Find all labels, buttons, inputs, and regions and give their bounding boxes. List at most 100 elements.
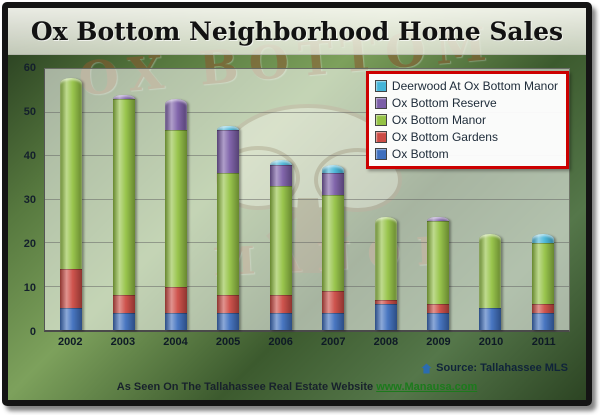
bar-segment-ox-bottom[interactable]: [427, 312, 450, 330]
y-tick-label: 40: [23, 150, 36, 162]
bar-segment-ox-bottom-reserve[interactable]: [269, 164, 292, 187]
stacked-bar-2011[interactable]: [531, 69, 554, 330]
bar-segment-ox-bottom-gardens[interactable]: [427, 303, 450, 313]
manausa-link[interactable]: www.Manausa.com: [376, 381, 478, 393]
bar-segment-ox-bottom-manor[interactable]: [217, 173, 240, 296]
bar-segment-ox-bottom-gardens[interactable]: [60, 269, 83, 309]
bar-column-2004: [150, 69, 202, 330]
bars: [45, 69, 569, 330]
bar-segment-ox-bottom-manor[interactable]: [427, 221, 450, 304]
title-bar: Ox Bottom Neighborhood Home Sales: [8, 8, 586, 55]
legend-swatch: [374, 79, 387, 92]
bar-segment-ox-bottom-gardens[interactable]: [374, 299, 397, 304]
stacked-bar-2005[interactable]: [217, 69, 240, 330]
source-icon: [421, 363, 432, 373]
bar-column-2010: [464, 69, 516, 330]
gridlines: [45, 68, 569, 330]
legend-swatch: [374, 113, 387, 126]
page-title: Ox Bottom Neighborhood Home Sales: [30, 16, 564, 46]
plot-area: [44, 68, 570, 332]
legend-item-deerwood-at-ox-bottom-manor[interactable]: Deerwood At Ox Bottom Manor: [374, 77, 558, 94]
legend-item-ox-bottom[interactable]: Ox Bottom: [374, 145, 558, 162]
legend-label: Ox Bottom: [391, 146, 449, 161]
tagline-text: As Seen On The Tallahassee Real Estate W…: [116, 381, 374, 393]
bar-segment-ox-bottom-manor[interactable]: [479, 234, 502, 309]
stacked-bar-2002[interactable]: [60, 69, 83, 330]
stacked-bar-2006[interactable]: [269, 69, 292, 330]
x-tick-label: 2010: [478, 336, 504, 348]
bar-segment-ox-bottom-manor[interactable]: [60, 77, 83, 270]
stacked-bar-2007[interactable]: [322, 69, 345, 330]
bar-segment-ox-bottom-gardens[interactable]: [531, 303, 554, 313]
gridline: [45, 285, 569, 287]
footer-source: Source: Tallahassee MLS: [421, 362, 568, 374]
bar-column-2005: [202, 69, 254, 330]
bar-segment-ox-bottom[interactable]: [217, 312, 240, 330]
bar-column-2011: [517, 69, 569, 330]
y-tick-label: 10: [23, 282, 36, 294]
bar-segment-ox-bottom[interactable]: [374, 303, 397, 330]
bar-segment-ox-bottom[interactable]: [60, 308, 83, 330]
y-tick-label: 60: [23, 62, 36, 74]
stacked-bar-2009[interactable]: [427, 69, 450, 330]
legend-label: Ox Bottom Manor: [391, 112, 486, 127]
bar-segment-ox-bottom-manor[interactable]: [112, 99, 135, 296]
bar-segment-ox-bottom-manor[interactable]: [374, 216, 397, 300]
x-tick-label: 2002: [58, 336, 83, 348]
source-text: Source: Tallahassee MLS: [436, 362, 568, 374]
bar-segment-ox-bottom[interactable]: [165, 312, 188, 330]
bar-column-2008: [359, 69, 411, 330]
chart-content: OX BOTTOM MANOR Ox Bottom Neighborhood H…: [8, 8, 586, 400]
stacked-bar-2004[interactable]: [165, 69, 188, 330]
x-tick-label: 2009: [426, 336, 451, 348]
legend-label: Ox Bottom Gardens: [391, 129, 498, 144]
stacked-bar-2010[interactable]: [479, 69, 502, 330]
bar-segment-deerwood-at-ox-bottom-manor[interactable]: [269, 160, 292, 165]
x-tick-label: 2008: [373, 336, 399, 348]
bar-segment-ox-bottom-reserve[interactable]: [322, 173, 345, 196]
bar-segment-ox-bottom[interactable]: [322, 312, 345, 330]
bar-segment-ox-bottom-reserve[interactable]: [427, 216, 450, 222]
stacked-bar-2008[interactable]: [374, 69, 397, 330]
bar-segment-ox-bottom-gardens[interactable]: [217, 295, 240, 313]
legend-item-ox-bottom-manor[interactable]: Ox Bottom Manor: [374, 111, 558, 128]
footer-tagline: As Seen On The Tallahassee Real Estate W…: [8, 381, 586, 393]
y-axis: 0 10 20 30 40 50 60: [8, 62, 40, 338]
bar-segment-ox-bottom[interactable]: [531, 312, 554, 330]
bar-segment-ox-bottom-gardens[interactable]: [165, 286, 188, 313]
bar-segment-ox-bottom-manor[interactable]: [165, 129, 188, 287]
bar-segment-deerwood-at-ox-bottom-manor[interactable]: [531, 234, 554, 244]
x-tick-label: 2007: [321, 336, 346, 348]
legend: Deerwood At Ox Bottom Manor Ox Bottom Res…: [365, 71, 569, 169]
y-tick-label: 30: [23, 194, 36, 206]
legend-label: Ox Bottom Reserve: [391, 95, 497, 110]
bar-segment-ox-bottom-manor[interactable]: [322, 195, 345, 291]
gridline: [45, 111, 569, 113]
bar-segment-ox-bottom-reserve[interactable]: [112, 95, 135, 100]
legend-label: Deerwood At Ox Bottom Manor: [391, 78, 558, 93]
legend-swatch: [374, 96, 387, 109]
bar-segment-deerwood-at-ox-bottom-manor[interactable]: [322, 164, 345, 174]
bar-segment-ox-bottom-reserve[interactable]: [165, 99, 188, 130]
bar-segment-ox-bottom-reserve[interactable]: [217, 129, 240, 174]
bar-segment-ox-bottom-gardens[interactable]: [112, 295, 135, 313]
bar-column-2007: [307, 69, 359, 330]
bar-segment-ox-bottom-manor[interactable]: [269, 186, 292, 296]
legend-item-ox-bottom-gardens[interactable]: Ox Bottom Gardens: [374, 128, 558, 145]
x-tick-label: 2005: [215, 336, 241, 348]
legend-item-ox-bottom-reserve[interactable]: Ox Bottom Reserve: [374, 94, 558, 111]
x-tick-label: 2011: [531, 336, 556, 348]
y-tick-label: 0: [29, 326, 36, 338]
x-tick-label: 2003: [110, 336, 136, 348]
bar-segment-ox-bottom-manor[interactable]: [531, 243, 554, 304]
bar-segment-ox-bottom-gardens[interactable]: [269, 295, 292, 313]
bar-segment-ox-bottom[interactable]: [269, 312, 292, 330]
bar-column-2003: [97, 69, 149, 330]
bar-segment-ox-bottom[interactable]: [479, 308, 502, 330]
bar-segment-ox-bottom[interactable]: [112, 312, 135, 330]
legend-swatch: [374, 130, 387, 143]
stacked-bar-2003[interactable]: [112, 69, 135, 330]
gridline: [45, 198, 569, 200]
bar-segment-ox-bottom-gardens[interactable]: [322, 290, 345, 313]
bar-segment-deerwood-at-ox-bottom-manor[interactable]: [217, 125, 240, 130]
